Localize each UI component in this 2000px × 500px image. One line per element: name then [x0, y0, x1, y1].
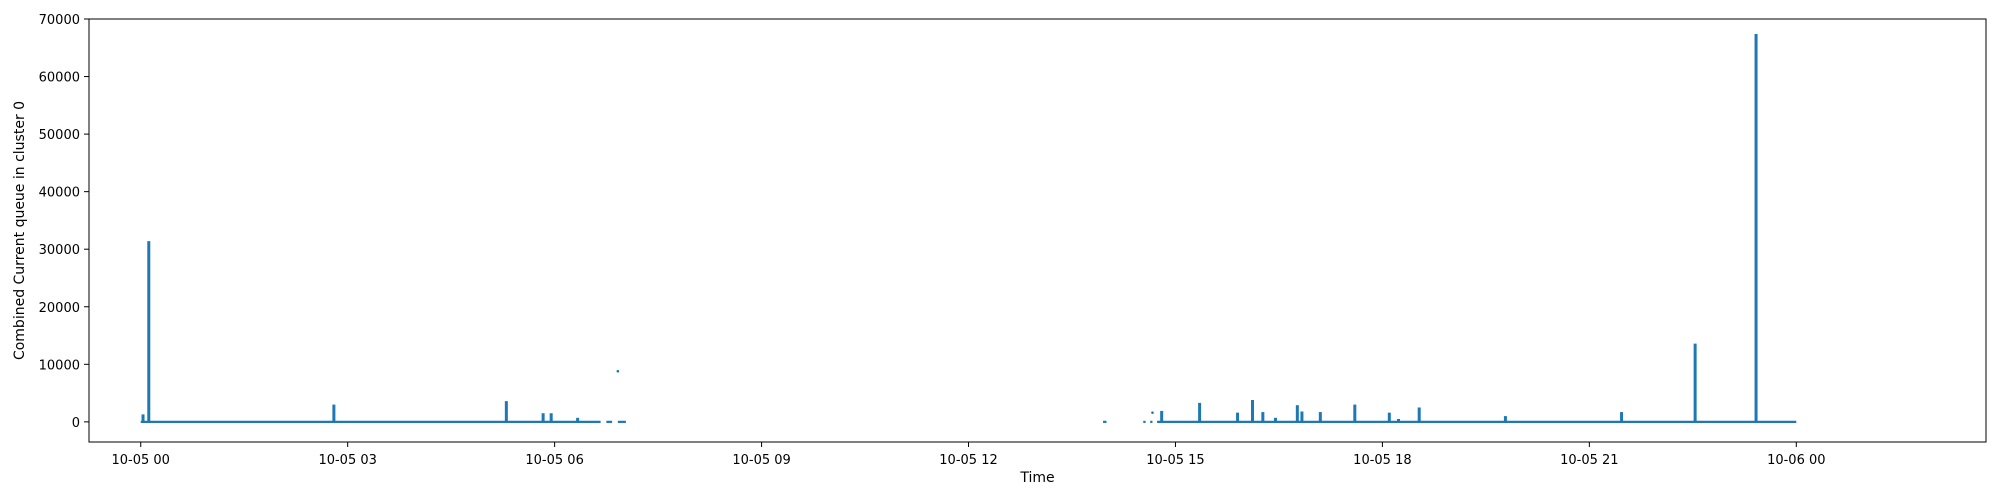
y-tick-label: 20000 [39, 301, 80, 316]
y-tick-label: 40000 [39, 186, 80, 201]
x-tick-label: 10-05 12 [939, 453, 997, 468]
x-tick-label: 10-05 00 [112, 453, 170, 468]
y-axis-label: Combined Current queue in cluster 0 [12, 101, 28, 360]
x-axis: 10-05 00 10-05 03 10-05 06 10-05 09 10-05 12… [112, 442, 1826, 468]
y-tick-label: 30000 [39, 243, 80, 258]
x-tick-label: 10-05 15 [1146, 453, 1204, 468]
x-tick-label: 10-05 09 [732, 453, 790, 468]
x-tick-label: 10-06 00 [1767, 453, 1825, 468]
y-tick-label: 10000 [39, 358, 80, 373]
x-tick-label: 10-05 06 [525, 453, 583, 468]
x-tick-label: 10-05 18 [1353, 453, 1411, 468]
y-axis: 0 10000 20000 30000 40000 50000 60000 70000 [39, 13, 89, 431]
data-point [1151, 411, 1154, 414]
x-axis-label: Time [1019, 470, 1054, 486]
data-point [616, 369, 620, 373]
x-tick-label: 10-05 21 [1560, 453, 1618, 468]
y-tick-label: 70000 [39, 13, 80, 28]
axes-frame [88, 18, 1987, 443]
x-tick-label: 10-05 03 [318, 453, 376, 468]
plot-area [140, 33, 1797, 423]
y-tick-label: 0 [72, 416, 80, 431]
y-tick-label: 50000 [39, 128, 80, 143]
y-tick-label: 60000 [39, 71, 80, 86]
